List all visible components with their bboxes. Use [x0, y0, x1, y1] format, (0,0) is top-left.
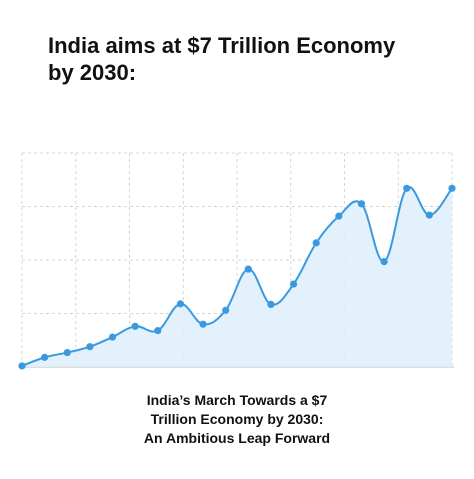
- data-point: [41, 353, 49, 361]
- caption-line: An Ambitious Leap Forward: [143, 430, 331, 446]
- data-point: [289, 280, 298, 288]
- title-line: by 2030:: [48, 60, 137, 85]
- title-line: India aims at $7 Trillion Economy: [48, 33, 396, 58]
- area-fill: [22, 187, 452, 367]
- data-point: [154, 327, 162, 335]
- data-point: [380, 258, 388, 266]
- data-point: [267, 300, 275, 309]
- data-point: [425, 211, 433, 219]
- data-point: [222, 306, 230, 314]
- data-point: [312, 239, 320, 247]
- page-title: India aims at $7 Trillion Economy by 203…: [48, 32, 448, 86]
- data-point: [176, 300, 185, 308]
- data-points: [18, 184, 456, 370]
- caption-line: India’s March Towards a $7: [146, 392, 328, 408]
- caption-line: Trillion Economy by 2030:: [150, 411, 324, 427]
- data-point: [108, 333, 117, 341]
- data-point: [18, 362, 26, 370]
- data-point: [199, 320, 207, 328]
- data-point: [335, 212, 343, 220]
- chart-caption: India’s March Towards a $7 Trillion Econ…: [0, 391, 474, 448]
- data-point: [448, 184, 456, 192]
- data-point: [403, 184, 411, 192]
- data-point: [357, 200, 366, 208]
- data-point: [131, 322, 139, 330]
- data-point: [86, 343, 94, 351]
- data-point: [244, 265, 252, 273]
- data-point: [63, 348, 71, 357]
